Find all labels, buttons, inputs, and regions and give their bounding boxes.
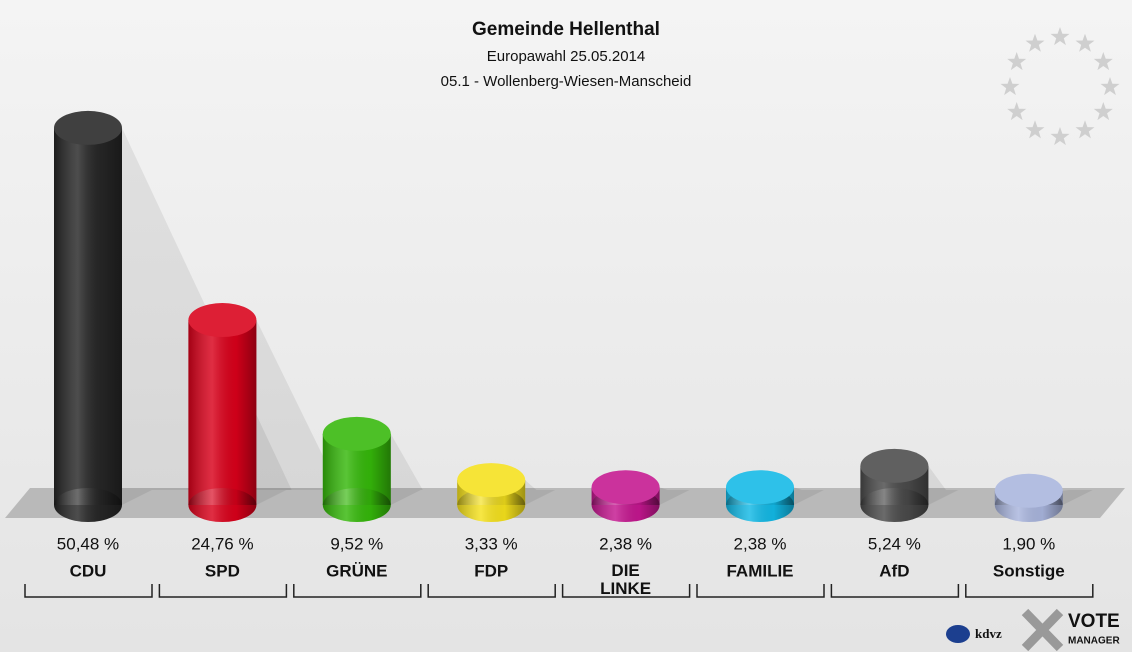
value-label: 50,48 %: [57, 534, 119, 553]
bar-shadow: [928, 465, 959, 505]
bar-top-shade: [457, 463, 526, 498]
bar-top: [726, 470, 794, 505]
category-bracket: [24, 584, 153, 598]
logo-icon: [946, 625, 970, 643]
star: [1075, 120, 1095, 139]
bar-shadow: [1062, 490, 1093, 505]
bar-top-shade: [188, 303, 257, 338]
value-label: 24,76 %: [191, 534, 253, 553]
bar: [322, 416, 391, 522]
bar-top-shade: [726, 470, 794, 505]
value-label: 2,38 %: [734, 534, 787, 553]
bar-shadow: [525, 480, 556, 505]
category-bracket: [830, 584, 960, 598]
category-bracket: [293, 584, 422, 598]
star: [1100, 77, 1120, 96]
star: [1007, 102, 1027, 121]
x-tick-label: SPD: [205, 561, 240, 580]
logo: kdvz VOTE MANAGER: [946, 608, 1120, 652]
chart-subtitle: 05.1 - Wollenberg-Wiesen-Manscheid: [441, 73, 692, 90]
bar-top: [591, 470, 660, 505]
bar: [994, 473, 1063, 522]
bar: [860, 448, 929, 522]
x-tick-label: FAMILIE: [726, 561, 793, 580]
x-tick-label: FDP: [474, 561, 508, 580]
bar-top: [994, 473, 1063, 508]
bar: [188, 303, 257, 522]
star: [1025, 120, 1045, 139]
star: [1050, 27, 1070, 46]
bar-shadow: [659, 487, 690, 505]
bar-shadow: [390, 433, 423, 505]
star: [1093, 52, 1113, 71]
bar: [726, 470, 794, 522]
bar-top: [457, 463, 526, 498]
star: [1075, 33, 1095, 52]
star: [1007, 52, 1027, 71]
bar-body-shade: [188, 320, 257, 505]
star: [1000, 77, 1020, 96]
bar-top: [54, 110, 122, 145]
value-label: 5,24 %: [868, 534, 921, 553]
value-label: 2,38 %: [599, 534, 652, 553]
bar: [54, 110, 122, 522]
star: [1093, 102, 1113, 121]
star: [1025, 33, 1045, 52]
bar-top-shade: [994, 473, 1063, 508]
star: [1050, 127, 1070, 146]
value-label: 9,52 %: [330, 534, 383, 553]
bar-top-shade: [322, 416, 391, 451]
logo-text: MANAGER: [1068, 636, 1120, 647]
bar-shadow: [256, 320, 340, 505]
x-tick-label: GRÜNE: [326, 561, 387, 580]
bar-top-shade: [54, 110, 122, 145]
chart-title: Gemeinde Hellenthal: [472, 19, 660, 40]
floor: [5, 488, 1125, 518]
bar: [591, 470, 660, 522]
logo-text: VOTE: [1068, 611, 1120, 632]
logo-text: kdvz: [975, 626, 1002, 641]
bar-top-shade: [591, 470, 660, 505]
value-label: 1,90 %: [1002, 534, 1055, 553]
logo-x: [1021, 608, 1064, 652]
x-tick-label: AfD: [879, 561, 909, 580]
bar-top: [188, 303, 257, 338]
category-bracket: [427, 584, 556, 598]
bar-top: [860, 448, 929, 483]
bar-shadow: [794, 487, 824, 505]
bar-body-shade: [54, 127, 122, 505]
x-tick-label: CDU: [70, 561, 107, 580]
eu-stars: [1000, 27, 1120, 146]
x-tick-label: Sonstige: [993, 561, 1065, 580]
x-tick-label: DIE LINKE: [600, 561, 651, 598]
category-bracket: [965, 584, 1094, 598]
bar-top: [322, 416, 391, 451]
bar-top-shade: [860, 448, 929, 483]
value-label: 3,33 %: [465, 534, 518, 553]
category-bracket: [561, 584, 691, 598]
category-bracket: [696, 584, 825, 598]
chart-subtitle: Europawahl 25.05.2014: [487, 48, 645, 65]
bar: [457, 463, 526, 522]
category-bracket: [158, 584, 288, 598]
